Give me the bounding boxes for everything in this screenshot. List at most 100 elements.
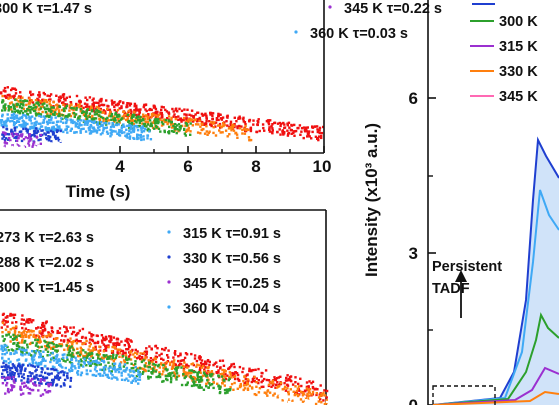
bottom-left-data-point	[14, 400, 16, 402]
top-left-data-point	[105, 145, 107, 147]
top-left-data-point	[113, 119, 115, 121]
top-left-data-point	[78, 124, 80, 126]
bottom-left-data-point	[21, 354, 23, 356]
top-left-data-point	[66, 131, 68, 133]
top-left-data-point	[44, 142, 46, 144]
top-left-data-point	[76, 95, 78, 97]
bottom-left-data-point	[177, 355, 179, 357]
bottom-left-data-point	[200, 400, 202, 402]
bottom-left-data-point	[158, 376, 160, 378]
top-left-data-point	[80, 119, 82, 121]
top-left-data-point	[4, 95, 6, 97]
bottom-left-data-point	[145, 362, 147, 364]
bottom-left-data-point	[174, 352, 176, 354]
bottom-left-data-point	[48, 333, 50, 335]
bottom-left-data-point	[97, 350, 99, 352]
top-left-data-point	[143, 138, 145, 140]
bottom-left-data-point	[211, 370, 213, 372]
top-left-data-point	[65, 107, 67, 109]
top-left-data-point	[102, 117, 104, 119]
top-left-data-point	[77, 120, 79, 122]
bottom-left-data-point	[288, 401, 290, 403]
bottom-left-data-point	[243, 375, 245, 377]
bottom-left-data-point	[141, 356, 143, 358]
bottom-left-data-point	[13, 379, 15, 381]
top-left-data-point	[62, 131, 64, 133]
bottom-left-scatter-points	[0, 313, 328, 405]
top-left-data-point	[290, 124, 292, 126]
top-left-data-point	[118, 115, 120, 117]
bottom-left-data-point	[14, 330, 16, 332]
bottom-left-data-point	[95, 375, 97, 377]
top-left-data-point	[14, 122, 16, 124]
bottom-left-data-point	[52, 352, 54, 354]
bottom-left-data-point	[139, 376, 141, 378]
bottom-left-data-point	[155, 352, 157, 354]
bottom-left-data-point	[171, 368, 173, 370]
bottom-left-data-point	[196, 395, 198, 397]
bottom-left-data-point	[40, 380, 42, 382]
top-left-data-point	[174, 128, 176, 130]
bottom-left-data-point	[256, 377, 258, 379]
top-left-data-point	[60, 140, 62, 142]
top-left-data-point	[91, 115, 93, 117]
top-left-data-point	[1, 119, 3, 121]
bottom-left-data-point	[133, 371, 135, 373]
bottom-left-data-point	[13, 394, 15, 396]
bottom-left-legend-label: 315 K τ=0.91 s	[183, 226, 281, 242]
top-left-data-point	[287, 124, 289, 126]
bottom-left-data-point	[67, 342, 69, 344]
bottom-left-data-point	[233, 363, 235, 365]
bottom-left-data-point	[66, 375, 68, 377]
bottom-left-data-point	[118, 344, 120, 346]
bottom-left-data-point	[11, 322, 13, 324]
bottom-left-data-point	[39, 330, 41, 332]
bottom-left-data-point	[283, 398, 285, 400]
bottom-left-data-point	[233, 382, 235, 384]
bottom-left-data-point	[155, 345, 157, 347]
top-left-data-point	[39, 100, 41, 102]
top-left-data-point	[67, 126, 69, 128]
top-left-data-point	[15, 136, 17, 138]
bottom-left-data-point	[188, 369, 190, 371]
top-left-data-point	[0, 142, 2, 144]
bottom-left-data-point	[122, 397, 124, 399]
bottom-left-data-point	[158, 354, 160, 356]
top-left-data-point	[110, 126, 112, 128]
top-left-data-point	[67, 142, 69, 144]
top-left-data-point	[35, 127, 37, 129]
top-left-data-point	[199, 126, 201, 128]
top-left-data-point	[109, 135, 111, 137]
top-left-data-point	[288, 122, 290, 124]
bottom-left-data-point	[35, 374, 37, 376]
top-left-data-point	[263, 130, 265, 132]
top-left-legend-marker	[328, 5, 331, 8]
bottom-left-data-point	[68, 351, 70, 353]
top-left-data-point	[93, 117, 95, 119]
bottom-left-data-point	[120, 340, 122, 342]
top-left-data-point	[38, 108, 40, 110]
top-left-data-point	[102, 104, 104, 106]
bottom-left-data-point	[59, 364, 61, 366]
top-left-data-point	[133, 111, 135, 113]
bottom-left-data-point	[78, 367, 80, 369]
bottom-left-data-point	[129, 369, 131, 371]
top-left-data-point	[197, 123, 199, 125]
bottom-left-data-point	[112, 354, 114, 356]
bottom-left-data-point	[1, 326, 3, 328]
top-left-data-point	[29, 91, 31, 93]
top-left-data-point	[128, 125, 130, 127]
top-left-data-point	[100, 99, 102, 101]
top-left-data-point	[58, 149, 60, 151]
top-left-data-point	[175, 118, 177, 120]
bottom-left-data-point	[69, 386, 71, 388]
bottom-left-data-point	[294, 381, 296, 383]
bottom-left-data-point	[93, 374, 95, 376]
bottom-left-data-point	[8, 333, 10, 335]
bottom-left-data-point	[203, 397, 205, 399]
bottom-left-data-point	[86, 401, 88, 403]
bottom-left-data-point	[21, 376, 23, 378]
top-left-data-point	[46, 95, 48, 97]
top-left-data-point	[53, 113, 55, 115]
